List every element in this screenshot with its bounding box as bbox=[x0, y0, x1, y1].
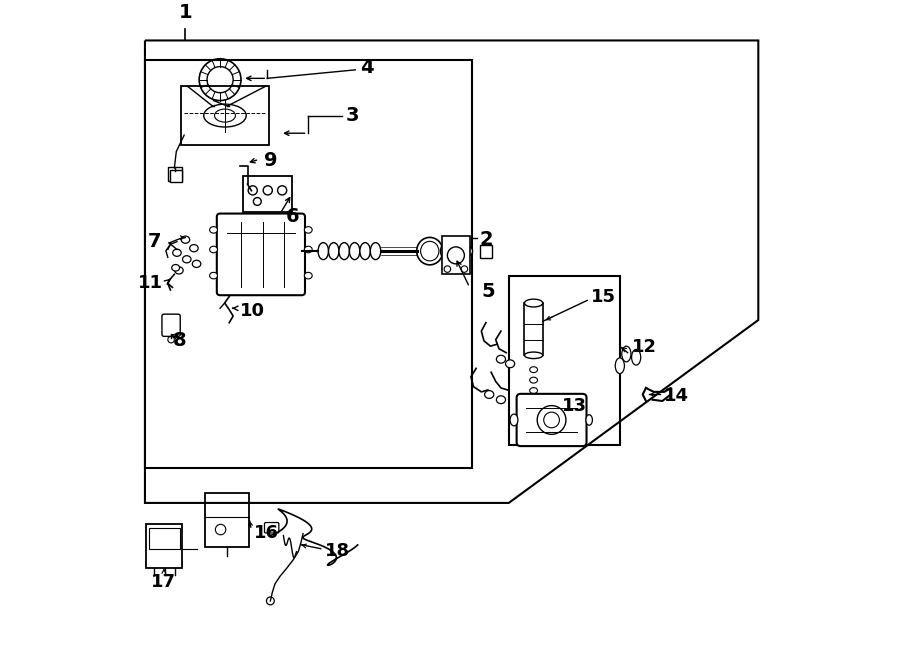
Ellipse shape bbox=[506, 360, 515, 368]
Bar bbox=[170, 171, 182, 182]
Bar bbox=[145, 60, 472, 468]
Ellipse shape bbox=[318, 243, 328, 260]
Ellipse shape bbox=[183, 256, 191, 263]
Ellipse shape bbox=[349, 243, 360, 260]
Bar bbox=[480, 245, 491, 258]
Bar bbox=[508, 276, 620, 446]
Text: 11: 11 bbox=[138, 274, 163, 292]
Text: 6: 6 bbox=[285, 208, 299, 226]
Bar bbox=[148, 527, 180, 549]
Ellipse shape bbox=[190, 245, 198, 252]
Text: 4: 4 bbox=[360, 58, 373, 77]
Circle shape bbox=[248, 186, 257, 195]
Text: 16: 16 bbox=[254, 524, 279, 542]
Bar bbox=[205, 493, 249, 547]
Ellipse shape bbox=[530, 367, 537, 373]
Ellipse shape bbox=[497, 396, 506, 404]
Bar bbox=[167, 167, 182, 181]
Text: 3: 3 bbox=[346, 106, 359, 125]
Ellipse shape bbox=[417, 237, 443, 265]
Circle shape bbox=[263, 186, 273, 195]
FancyBboxPatch shape bbox=[517, 394, 587, 446]
Ellipse shape bbox=[328, 243, 339, 260]
Bar bbox=[147, 524, 182, 568]
Ellipse shape bbox=[616, 358, 625, 373]
Ellipse shape bbox=[464, 247, 473, 256]
Text: 15: 15 bbox=[591, 288, 617, 305]
Text: 1: 1 bbox=[178, 3, 193, 22]
Text: 5: 5 bbox=[482, 282, 495, 301]
Ellipse shape bbox=[360, 243, 370, 260]
Ellipse shape bbox=[622, 346, 631, 362]
Ellipse shape bbox=[172, 264, 180, 271]
Bar bbox=[243, 176, 292, 212]
Ellipse shape bbox=[530, 408, 537, 414]
Ellipse shape bbox=[193, 260, 201, 268]
Ellipse shape bbox=[304, 272, 312, 279]
Ellipse shape bbox=[530, 377, 537, 383]
FancyBboxPatch shape bbox=[162, 314, 180, 336]
Ellipse shape bbox=[632, 350, 641, 365]
Ellipse shape bbox=[530, 387, 537, 393]
Ellipse shape bbox=[440, 244, 449, 258]
Text: 18: 18 bbox=[325, 542, 350, 561]
Text: 7: 7 bbox=[148, 232, 161, 251]
Polygon shape bbox=[442, 237, 470, 274]
Ellipse shape bbox=[210, 272, 218, 279]
Ellipse shape bbox=[210, 227, 218, 233]
Ellipse shape bbox=[339, 243, 349, 260]
Ellipse shape bbox=[420, 241, 439, 261]
Ellipse shape bbox=[586, 414, 592, 425]
Ellipse shape bbox=[210, 246, 218, 253]
Circle shape bbox=[277, 186, 287, 195]
Text: 14: 14 bbox=[664, 387, 689, 405]
Ellipse shape bbox=[497, 356, 506, 363]
Ellipse shape bbox=[510, 414, 518, 426]
Text: 13: 13 bbox=[562, 397, 588, 415]
Ellipse shape bbox=[181, 236, 190, 243]
Ellipse shape bbox=[530, 398, 537, 404]
Ellipse shape bbox=[175, 267, 184, 274]
Text: 2: 2 bbox=[480, 230, 493, 249]
FancyBboxPatch shape bbox=[265, 523, 279, 533]
Ellipse shape bbox=[370, 243, 381, 260]
Ellipse shape bbox=[304, 227, 312, 233]
Ellipse shape bbox=[304, 246, 312, 253]
Bar bbox=[525, 303, 543, 356]
Text: 12: 12 bbox=[632, 338, 657, 356]
Text: 9: 9 bbox=[264, 151, 277, 170]
Ellipse shape bbox=[453, 245, 461, 257]
Text: 8: 8 bbox=[173, 331, 186, 350]
Ellipse shape bbox=[525, 299, 543, 307]
Ellipse shape bbox=[173, 249, 181, 256]
Circle shape bbox=[254, 198, 261, 206]
Ellipse shape bbox=[484, 391, 494, 399]
Text: 10: 10 bbox=[239, 302, 265, 320]
Text: 17: 17 bbox=[151, 573, 176, 591]
Ellipse shape bbox=[525, 352, 543, 358]
